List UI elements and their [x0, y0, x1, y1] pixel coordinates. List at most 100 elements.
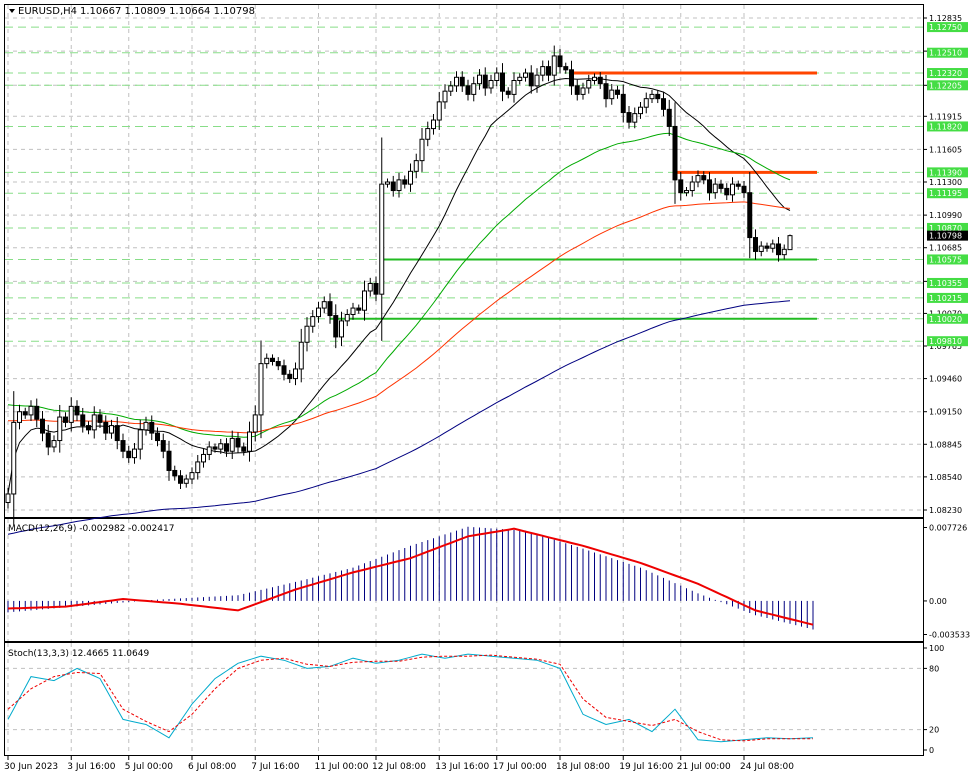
candle-body [620, 93, 626, 114]
candle-body [252, 414, 258, 433]
candle-body [126, 450, 132, 459]
x-tick-label: 18 Jul 08:00 [556, 762, 610, 772]
price-pill [927, 254, 968, 265]
candle-body [339, 320, 344, 338]
price-pill-label: 1.10798 [929, 232, 962, 241]
candle-body [643, 98, 649, 108]
candle-body [45, 432, 51, 448]
y-tick-label: 0 [929, 746, 934, 755]
y-tick-label: 1.11300 [929, 178, 962, 187]
price-pill-label: 1.12205 [929, 81, 962, 90]
candle-body [655, 93, 661, 100]
candle-body [189, 472, 195, 480]
price-pill-label: 1.10020 [929, 315, 962, 324]
candle-body [68, 405, 74, 423]
candle-body [494, 72, 500, 82]
y-tick-label: 0.007726 [929, 524, 967, 533]
price-pill-label: 1.12320 [929, 69, 962, 78]
x-axis-ticks: 30 Jun 2023 3 Jul 16:00 5 Jul 00:00 6 Jul 0… [4, 756, 794, 772]
candle-body [80, 414, 86, 427]
candle-body [373, 282, 379, 295]
x-tick-label: 3 Jul 16:00 [67, 762, 116, 772]
price-pill [927, 313, 968, 324]
candle-body [224, 443, 229, 452]
price-pill [927, 68, 968, 79]
candle-body [195, 461, 201, 474]
candle-body [724, 187, 730, 196]
candle-body [477, 74, 482, 85]
candle-body [517, 76, 523, 82]
candle-body [442, 90, 448, 103]
candle-body [379, 183, 385, 295]
candle-body [293, 368, 298, 380]
x-tick-label: 11 Jul 00:00 [315, 762, 369, 772]
candle-body [638, 106, 643, 115]
candle-body [298, 341, 304, 370]
price-pill-label: 1.11820 [929, 122, 962, 131]
symbol-dropdown-icon[interactable] [9, 9, 15, 13]
y-tick-label: 1.12835 [929, 14, 962, 23]
x-tick-label: 30 Jun 2023 [4, 762, 58, 772]
candle-body [505, 90, 511, 95]
stochastic-k-line [7, 653, 814, 743]
moving-averages [7, 77, 791, 535]
price-pill [927, 277, 968, 288]
candle-body [97, 414, 103, 423]
candle-body [34, 405, 40, 420]
candle-body [316, 307, 321, 318]
candle-body [74, 405, 80, 416]
candle-body [482, 74, 488, 89]
candle-body [770, 243, 776, 249]
candle-body [275, 360, 281, 367]
candle-body [333, 315, 339, 338]
price-pill-label: 1.09810 [929, 337, 962, 346]
candle-body [580, 87, 586, 95]
y-tick-label: 20 [929, 726, 939, 735]
support-resistance-lines[interactable] [330, 71, 817, 320]
candle-body [212, 446, 218, 450]
candle-body [661, 98, 666, 110]
macd-header: MACD(12,26,9) -0.002982 -0.002417 [8, 524, 174, 534]
x-tick-label: 17 Jul 00:00 [493, 762, 547, 772]
candle-body [454, 76, 459, 87]
candle-body [419, 138, 425, 162]
candle-body [534, 74, 540, 87]
candle-body [471, 83, 477, 95]
candle-body [459, 76, 465, 87]
candle-body [718, 183, 724, 189]
candle-body [396, 179, 402, 192]
candle-body [408, 170, 413, 185]
x-tick-label: 24 Jul 08:00 [740, 762, 794, 772]
candle-body [413, 160, 419, 172]
candle-body [586, 80, 592, 89]
candle-body [327, 301, 333, 317]
candle-body [592, 76, 597, 82]
price-pill-label: 1.12510 [929, 49, 962, 58]
candle-body [258, 363, 264, 416]
candles [5, 45, 793, 526]
price-pill [927, 47, 968, 58]
y-tick-label: 1.11605 [929, 145, 962, 154]
stochastic-panel[interactable] [4, 642, 924, 756]
candle-body [17, 411, 22, 423]
y-tick-label: 1.08845 [929, 440, 962, 449]
candle-body [304, 325, 310, 343]
candle-body [367, 282, 373, 292]
candle-body [51, 440, 57, 448]
price-pill-label: 1.12750 [929, 23, 962, 32]
price-pill-label: 1.11390 [929, 168, 962, 177]
candle-body [287, 373, 293, 380]
price-pill [927, 336, 968, 347]
candle-body [22, 411, 28, 416]
candle-body [488, 80, 494, 89]
y-tick-label: -0.003533 [929, 631, 970, 640]
macd-panel[interactable] [4, 518, 924, 642]
x-tick-label: 21 Jul 00:00 [677, 762, 731, 772]
price-pill [927, 167, 968, 178]
candle-body [431, 119, 436, 130]
candle-body [229, 437, 235, 452]
price-pill-label: 1.11195 [929, 189, 962, 198]
candle-body [712, 183, 718, 194]
candle-body [160, 440, 166, 452]
